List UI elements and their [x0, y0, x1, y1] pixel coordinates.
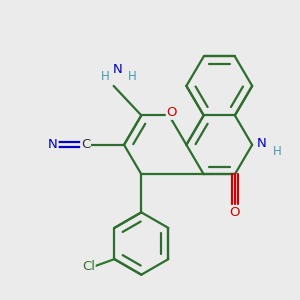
Text: C: C: [81, 138, 90, 151]
Text: O: O: [167, 106, 177, 119]
Text: N: N: [257, 136, 267, 150]
Text: N: N: [48, 138, 58, 151]
Text: H: H: [273, 145, 281, 158]
Text: O: O: [230, 206, 240, 219]
Text: H: H: [100, 70, 109, 83]
Text: Cl: Cl: [82, 260, 95, 272]
Text: N: N: [113, 63, 123, 76]
Text: H: H: [128, 70, 137, 83]
